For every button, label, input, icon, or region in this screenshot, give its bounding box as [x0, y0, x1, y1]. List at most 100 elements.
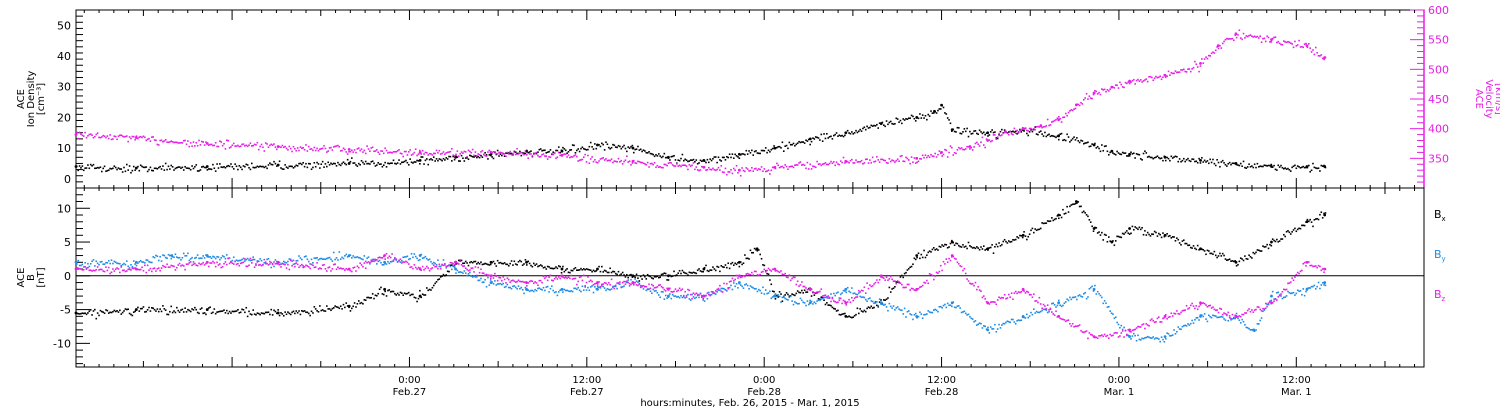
data-point [1144, 230, 1146, 232]
data-point [612, 287, 614, 289]
data-point [258, 166, 260, 168]
data-point [218, 146, 220, 148]
data-point [633, 152, 635, 154]
data-point [1291, 231, 1293, 233]
data-point [1144, 150, 1146, 152]
data-point [873, 125, 875, 127]
data-point [747, 168, 749, 170]
data-point [454, 264, 456, 266]
data-point [801, 281, 803, 283]
data-point [870, 125, 872, 127]
data-point [655, 154, 657, 156]
data-point [573, 155, 575, 157]
data-point [944, 149, 946, 151]
data-point [1084, 292, 1086, 294]
data-point [673, 291, 675, 293]
data-point [630, 279, 632, 281]
data-point [926, 254, 928, 256]
data-point [280, 266, 282, 268]
data-point [102, 263, 104, 265]
data-point [397, 293, 399, 295]
data-point [150, 167, 152, 169]
data-point [145, 140, 147, 142]
data-point [304, 149, 306, 151]
data-point [158, 167, 160, 169]
data-point [625, 283, 627, 285]
data-point [527, 157, 529, 159]
data-point [1271, 164, 1273, 166]
data-point [1219, 166, 1221, 168]
data-point [1073, 203, 1075, 205]
data-point [770, 297, 772, 299]
data-point [175, 142, 177, 144]
data-point [590, 158, 592, 160]
data-point [1222, 43, 1224, 45]
data-point [775, 293, 777, 295]
data-point [933, 156, 935, 158]
data-point [818, 291, 820, 293]
data-point [1309, 47, 1311, 49]
data-point [1002, 297, 1004, 299]
data-point [422, 150, 424, 152]
data-point [97, 266, 99, 268]
data-point [94, 265, 96, 267]
data-point [1066, 115, 1068, 117]
data-point [216, 163, 218, 165]
data-point [704, 300, 706, 302]
data-point [647, 274, 649, 276]
data-point [1187, 323, 1189, 325]
data-point [722, 288, 724, 290]
data-point [751, 286, 753, 288]
data-point [1143, 323, 1145, 325]
data-point [995, 331, 997, 333]
data-point [1002, 241, 1004, 243]
data-point [886, 306, 888, 308]
data-point [445, 266, 447, 268]
data-point [808, 304, 810, 306]
data-point [1009, 131, 1011, 133]
data-point [764, 269, 766, 271]
data-point [151, 271, 153, 273]
data-value-point [525, 261, 528, 264]
data-point [843, 290, 845, 292]
data-point [708, 162, 710, 164]
data-value-point [738, 261, 741, 264]
data-point [1115, 316, 1117, 318]
data-point [77, 267, 79, 269]
data-point [375, 165, 377, 167]
data-point [830, 136, 832, 138]
data-point [770, 149, 772, 151]
data-point [459, 259, 461, 261]
data-point [362, 162, 364, 164]
data-point [114, 135, 116, 137]
data-point [718, 289, 720, 291]
data-point [594, 159, 596, 161]
data-point [622, 146, 624, 148]
data-point [1294, 41, 1296, 43]
data-point [884, 304, 886, 306]
data-point [214, 262, 216, 264]
data-point [245, 144, 247, 146]
data-point [641, 162, 643, 164]
data-point [609, 284, 611, 286]
data-point [118, 263, 120, 265]
data-point [954, 131, 956, 133]
data-point [1207, 58, 1209, 60]
data-point [302, 267, 304, 269]
data-point [1054, 314, 1056, 316]
data-point [273, 161, 275, 163]
data-point [1189, 244, 1191, 246]
data-point [129, 313, 131, 315]
data-point [557, 267, 559, 269]
data-point [91, 134, 93, 136]
data-point [264, 262, 266, 264]
data-point [922, 257, 924, 259]
data-point [1304, 167, 1306, 169]
data-point [1061, 121, 1063, 123]
data-point [343, 161, 345, 163]
data-point [783, 167, 785, 169]
data-point [780, 293, 782, 295]
data-value-point [969, 145, 972, 148]
data-point [927, 310, 929, 312]
data-point [1064, 139, 1066, 141]
